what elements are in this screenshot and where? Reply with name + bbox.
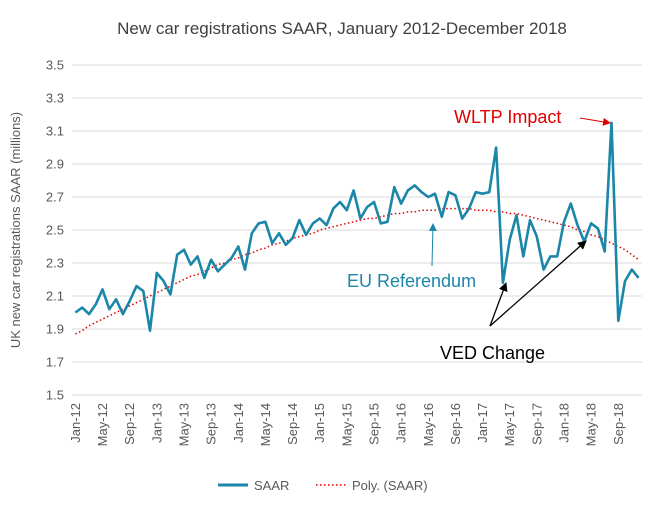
x-tick-label: Sep-16 <box>448 403 463 445</box>
y-tick-label: 1.9 <box>46 322 64 337</box>
annotation-ved-change: VED Change <box>440 240 587 363</box>
x-tick-label: Jan-15 <box>312 403 327 443</box>
annotation-ved-change-label: VED Change <box>440 343 545 363</box>
series-layer <box>74 121 640 335</box>
y-tick-label: 1.5 <box>46 388 64 403</box>
x-tick-label: May-16 <box>421 403 436 446</box>
legend-saar-label: SAAR <box>254 478 289 493</box>
x-tick-label: Sep-15 <box>366 403 381 445</box>
y-tick-label: 2.3 <box>46 256 64 271</box>
y-tick-label: 3.5 <box>46 58 64 73</box>
x-tick-label: May-18 <box>584 403 599 446</box>
x-tick-label: Sep-17 <box>529 403 544 445</box>
x-tick-label: Jan-16 <box>394 403 409 443</box>
y-tick-label: 2.9 <box>46 157 64 172</box>
annotation-wltp-arrow <box>579 117 611 126</box>
x-tick-label: Jan-13 <box>149 403 164 443</box>
x-tick-label: Jan-12 <box>68 403 83 443</box>
y-tick-label: 2.5 <box>46 223 64 238</box>
annotation-ved-change-arrow-2 <box>489 240 587 327</box>
x-tick-label: May-17 <box>502 403 517 446</box>
x-tick-label: May-14 <box>258 403 273 446</box>
y-tick-label: 2.1 <box>46 289 64 304</box>
x-tick-label: May-15 <box>339 403 354 446</box>
annotation-eu-referendum-arrow <box>428 223 437 267</box>
y-tick-label: 3.1 <box>46 124 64 139</box>
legend: SAAR Poly. (SAAR) <box>218 478 428 493</box>
annotation-eu-referendum-label: EU Referendum <box>347 271 476 291</box>
x-tick-label: Jan-18 <box>556 403 571 443</box>
x-tick-label: Sep-12 <box>122 403 137 445</box>
y-axis-ticks: 1.5 1.7 1.9 2.1 2.3 2.5 2.7 2.9 3.1 3.3 3.5 <box>46 58 64 403</box>
x-tick-label: Sep-14 <box>285 403 300 445</box>
annotation-wltp-label: WLTP Impact <box>454 107 561 127</box>
x-tick-label: Jan-14 <box>231 403 246 443</box>
x-tick-label: Sep-13 <box>204 403 219 445</box>
x-tick-label: May-13 <box>176 403 191 446</box>
annotation-wltp: WLTP Impact <box>454 107 611 127</box>
series-line-poly-trend <box>75 207 640 335</box>
legend-poly-label: Poly. (SAAR) <box>352 478 428 493</box>
x-tick-label: Sep-18 <box>611 403 626 445</box>
gridlines <box>72 64 642 363</box>
x-tick-label: Jan-17 <box>475 403 490 443</box>
annotation-ved-change-arrow-1 <box>489 282 508 327</box>
x-axis-ticks: Jan-12 May-12 Sep-12 Jan-13 May-13 Sep-13 Jan-… <box>68 403 626 446</box>
annotation-eu-referendum: EU Referendum <box>347 223 476 291</box>
x-tick-label: May-12 <box>95 403 110 446</box>
y-tick-label: 3.3 <box>46 91 64 106</box>
y-axis-label: UK new car registrations SAAR (millions) <box>8 112 23 348</box>
y-tick-label: 2.7 <box>46 190 64 205</box>
chart-title: New car registrations SAAR, January 2012… <box>117 19 567 38</box>
series-line-saar <box>74 121 640 333</box>
y-tick-label: 1.7 <box>46 355 64 370</box>
